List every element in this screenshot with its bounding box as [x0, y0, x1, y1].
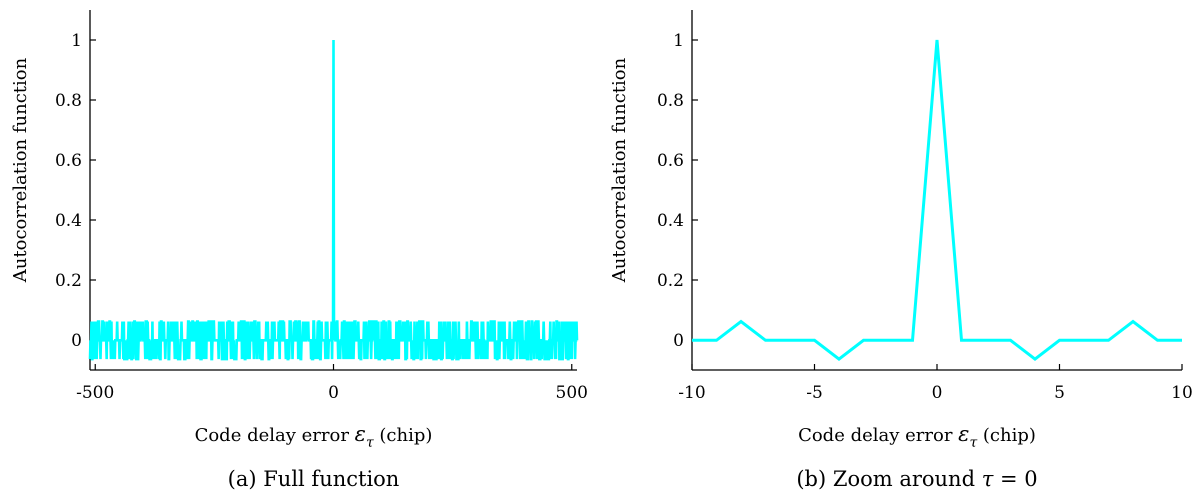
panel-b-y-tick-label: 0.6 — [657, 151, 684, 171]
panel-a-y-tick-label: 1 — [71, 31, 82, 51]
panel-b-y-tick-label: 0 — [673, 331, 684, 351]
panel-full-function: 0 0.2 0.4 0.6 0.8 1 -500 0 500 Autocorrelation … — [10, 10, 588, 491]
panel-a-y-tick-label: 0 — [71, 331, 82, 351]
panel-a-y-tick-label: 0.8 — [55, 91, 82, 111]
panel-b-y-axis-label: Autocorrelation function — [609, 57, 630, 283]
panel-a-y-axis-label: Autocorrelation function — [10, 57, 31, 283]
panel-b-x-tick-label: -10 — [678, 383, 705, 403]
panel-b-y-tick-label: 0.4 — [657, 211, 684, 231]
panel-b-caption: (b) Zoom around τ = 0 — [796, 467, 1037, 491]
panel-a-x-axis-label: Code delay error ετ (chip) — [195, 422, 433, 451]
panel-a-series-line — [88, 39, 579, 361]
panel-a-y-tick-label: 0.4 — [55, 211, 82, 231]
panel-a-y-tick-label: 0.6 — [55, 151, 82, 171]
panel-b-x-tick-label: 5 — [1054, 383, 1065, 403]
panel-b-x-tick-label: 10 — [1171, 383, 1193, 403]
panel-zoom: 0 0.2 0.4 0.6 0.8 1 -10 -5 0 5 10 Autocorrelation… — [609, 10, 1193, 491]
panel-a-x-tick-label: -500 — [76, 383, 114, 403]
panel-a-x-tick-label: 0 — [328, 383, 339, 403]
panel-a-x-tick-label: 500 — [556, 383, 588, 403]
panel-b-y-tick-label: 0.8 — [657, 91, 684, 111]
panel-b-x-tick-label: 0 — [932, 383, 943, 403]
panel-a-caption: (a) Full function — [228, 467, 400, 491]
panel-b-series-line — [692, 39, 1182, 361]
panel-b-y-tick-label: 0.2 — [657, 271, 684, 291]
panel-b-y-tick-label: 1 — [673, 31, 684, 51]
panel-b-x-axis-label: Code delay error ετ (chip) — [798, 422, 1036, 451]
panel-a-y-tick-label: 0.2 — [55, 271, 82, 291]
panel-b-x-tick-label: -5 — [806, 383, 823, 403]
